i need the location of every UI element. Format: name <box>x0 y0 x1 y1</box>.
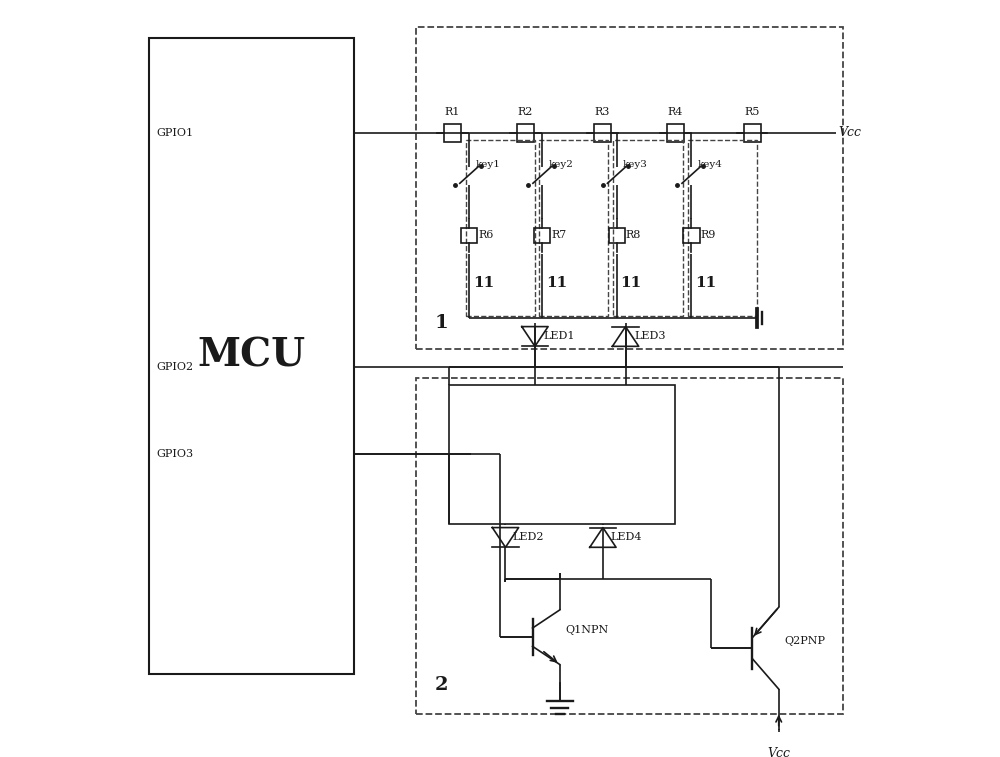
Bar <box>416 378 843 714</box>
Text: Vcc: Vcc <box>767 747 790 757</box>
Text: key4: key4 <box>697 160 722 169</box>
Bar <box>667 124 684 142</box>
Bar <box>449 385 675 524</box>
Text: 1: 1 <box>434 314 448 332</box>
Bar <box>444 124 461 142</box>
Bar <box>517 124 534 142</box>
Text: R4: R4 <box>668 107 683 117</box>
Text: R1: R1 <box>445 107 460 117</box>
Text: GPIO2: GPIO2 <box>157 362 194 372</box>
Bar <box>683 228 700 243</box>
Text: key1: key1 <box>475 160 500 169</box>
Text: 2: 2 <box>434 676 448 693</box>
Text: key2: key2 <box>548 160 573 169</box>
Text: Q1NPN: Q1NPN <box>566 625 609 635</box>
Bar <box>416 27 843 348</box>
Text: R5: R5 <box>744 107 760 117</box>
Bar <box>744 124 761 142</box>
Text: 11: 11 <box>695 276 716 290</box>
Text: MCU: MCU <box>197 337 306 375</box>
Text: 11: 11 <box>621 276 642 290</box>
Text: R8: R8 <box>626 230 641 240</box>
Text: R2: R2 <box>518 107 533 117</box>
Bar <box>461 228 477 243</box>
Text: GPIO3: GPIO3 <box>157 450 194 459</box>
Text: GPIO1: GPIO1 <box>157 128 194 138</box>
Text: key3: key3 <box>623 160 648 169</box>
Text: R7: R7 <box>551 230 566 240</box>
Text: Q2PNP: Q2PNP <box>785 636 826 646</box>
Bar <box>149 38 354 674</box>
Bar <box>539 140 608 316</box>
Bar <box>688 140 757 316</box>
Bar <box>609 228 625 243</box>
Text: LED2: LED2 <box>513 531 544 542</box>
Text: R6: R6 <box>478 230 493 240</box>
Text: LED1: LED1 <box>544 331 575 341</box>
Text: 11: 11 <box>473 276 494 290</box>
Bar <box>594 124 611 142</box>
Text: R3: R3 <box>595 107 610 117</box>
Text: LED3: LED3 <box>634 331 666 341</box>
Text: 11: 11 <box>546 276 567 290</box>
Bar <box>534 228 550 243</box>
Bar <box>466 140 535 316</box>
Text: Vcc: Vcc <box>838 126 861 139</box>
Bar <box>613 140 683 316</box>
Text: R9: R9 <box>700 230 716 240</box>
Text: LED4: LED4 <box>610 531 642 542</box>
